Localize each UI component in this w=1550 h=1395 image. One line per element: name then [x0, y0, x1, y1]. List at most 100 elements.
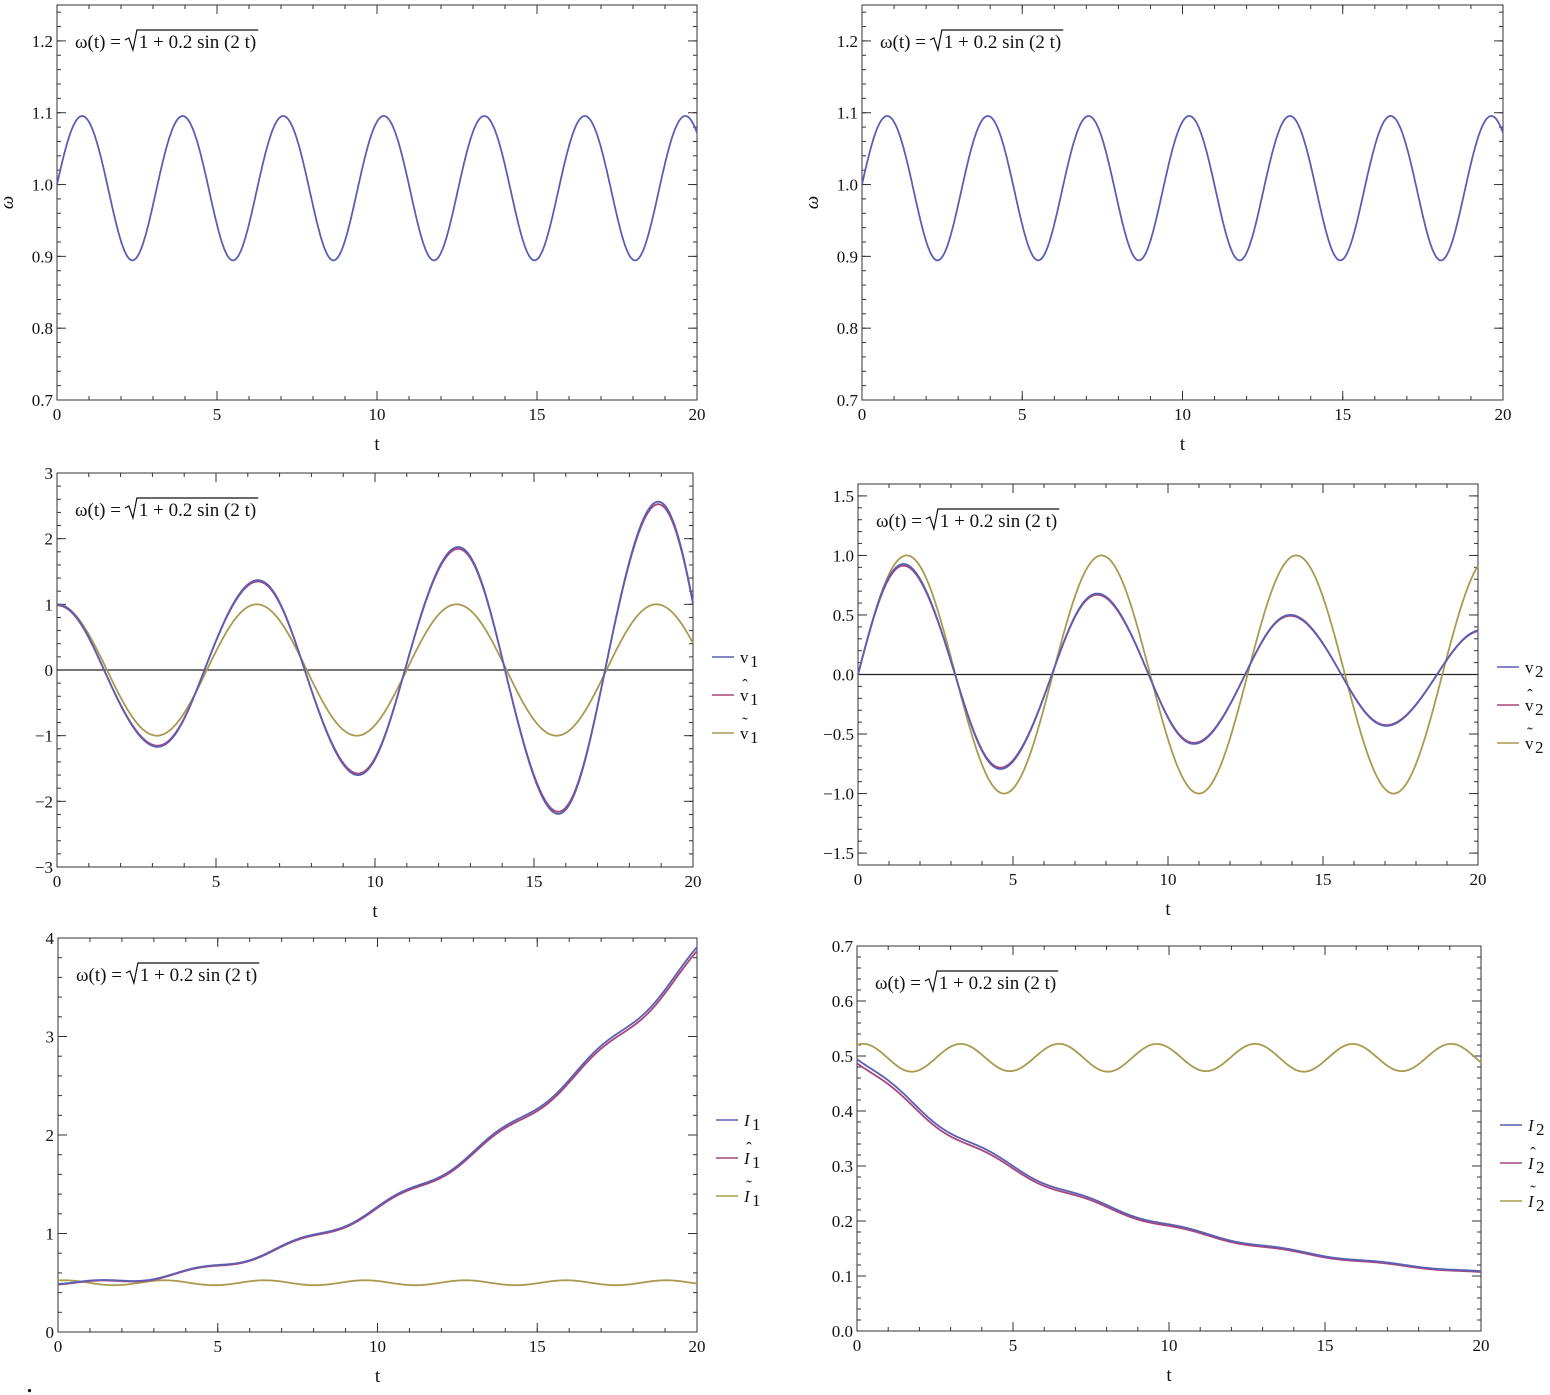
formula-lhs: ω(t) = [76, 965, 122, 986]
x-axis-label: t [372, 901, 378, 922]
x-tick-label: 10 [1160, 870, 1177, 889]
legend-accent: ˆ [746, 1139, 752, 1158]
legend-accent: ˜ [742, 714, 748, 733]
series-line-red [57, 950, 698, 1286]
formula-radicand: 1 + 0.2 sin (2 t) [944, 32, 1061, 53]
legend-label: I [743, 1149, 751, 1168]
y-tick-label: 0.4 [832, 1102, 854, 1121]
y-tick-label: 0 [45, 661, 54, 680]
y-tick-label: 1.1 [837, 104, 858, 123]
legend-accent: ˜ [746, 1177, 752, 1196]
x-tick-label: 20 [689, 1337, 706, 1356]
y-tick-label: −1.5 [823, 844, 854, 863]
legend-label: I [743, 1187, 751, 1206]
x-tick-label: 5 [1018, 405, 1027, 424]
legend-label: v [1525, 658, 1534, 677]
y-tick-label: 3 [45, 464, 54, 483]
series-line-gold [56, 603, 694, 737]
formula-lhs: ω(t) = [75, 32, 121, 53]
legend-subscript: 2 [1535, 662, 1544, 681]
series-line-gold [856, 1042, 1482, 1073]
x-tick-label: 0 [54, 1337, 63, 1356]
x-tick-label: 5 [1009, 870, 1018, 889]
y-tick-label: 0.3 [832, 1157, 853, 1176]
formula-radicand: 1 + 0.2 sin (2 t) [940, 511, 1057, 532]
series-line-blue [57, 946, 698, 1285]
y-tick-label: −0.5 [823, 725, 854, 744]
y-tick-label: 2 [46, 1126, 55, 1145]
legend-label: I [1527, 1154, 1535, 1173]
x-tick-label: 5 [214, 1337, 223, 1356]
y-tick-label: −2 [35, 792, 53, 811]
y-tick-label: 0.0 [832, 1322, 853, 1341]
series-line-gold [57, 1279, 698, 1287]
x-tick-label: 10 [367, 872, 384, 891]
y-tick-label: 1.5 [833, 487, 854, 506]
series-line-blue [56, 500, 694, 815]
x-tick-label: 0 [853, 1336, 862, 1355]
series-line-blue [56, 115, 698, 262]
y-tick-label: 1.1 [32, 104, 53, 123]
x-axis-label: t [375, 1366, 381, 1387]
x-tick-label: 5 [212, 872, 221, 891]
x-axis-label: t [1180, 434, 1186, 455]
x-tick-label: 5 [1009, 1336, 1018, 1355]
y-tick-label: 0.2 [832, 1212, 853, 1231]
x-tick-label: 0 [858, 405, 867, 424]
series-line-red [56, 503, 694, 813]
legend-label: v [740, 686, 749, 705]
y-tick-label: 0.7 [832, 937, 854, 956]
sqrt-sign [924, 970, 1059, 994]
legend-subscript: 2 [1535, 738, 1544, 757]
legend-label: I [1527, 1116, 1535, 1135]
y-axis-label: ω [802, 196, 823, 209]
formula-lhs: ω(t) = [75, 500, 121, 521]
y-tick-label: 0.5 [833, 606, 854, 625]
y-tick-label: 0.9 [32, 247, 53, 266]
formula-lhs: ω(t) = [876, 511, 922, 532]
legend-label: v [740, 648, 749, 667]
x-tick-label: 15 [1315, 870, 1332, 889]
legend-subscript: 1 [750, 728, 759, 747]
y-tick-label: 4 [46, 929, 55, 948]
formula-annotation: ω(t) = 1 + 0.2 sin (2 t) [75, 497, 259, 521]
y-tick-label: 1 [46, 1225, 55, 1244]
legend: v 1v 1ˆv 1˜ [712, 648, 759, 747]
x-tick-label: 0 [53, 872, 62, 891]
legend-subscript: 1 [752, 1115, 761, 1134]
y-tick-label: 0.9 [837, 247, 858, 266]
sqrt-sign [124, 497, 259, 521]
sqrt-sign [929, 29, 1064, 53]
panel-omega-right: 0 5 10 15 20 0.7 0.8 0.9 1.0 1.1 1.2 t ω ω(t) = 1 + 0… [802, 4, 1512, 455]
x-tick-label: 10 [369, 1337, 386, 1356]
x-tick-label: 20 [1470, 870, 1487, 889]
y-tick-label: 3 [46, 1028, 55, 1047]
legend-subscript: 1 [752, 1153, 761, 1172]
y-tick-label: 0.1 [832, 1267, 853, 1286]
legend-accent: ˆ [1530, 1144, 1536, 1163]
series-line-blue [857, 563, 1479, 770]
legend-subscript: 1 [750, 690, 759, 709]
formula-radicand: 1 + 0.2 sin (2 t) [140, 965, 257, 986]
y-tick-label: 0.5 [832, 1047, 853, 1066]
y-tick-label: 0.8 [837, 319, 858, 338]
x-tick-label: 10 [1161, 1336, 1178, 1355]
x-tick-label: 15 [526, 872, 543, 891]
formula-radicand: 1 + 0.2 sin (2 t) [939, 973, 1056, 994]
x-axis-label: t [374, 434, 380, 455]
legend-subscript: 1 [752, 1191, 761, 1210]
x-axis-label: t [1166, 1365, 1172, 1386]
sqrt-sign [925, 508, 1060, 532]
formula-radicand: 1 + 0.2 sin (2 t) [139, 32, 256, 53]
legend-accent: ˜ [1530, 1182, 1536, 1201]
y-tick-label: 0.7 [837, 391, 859, 410]
x-axis-label: t [1165, 899, 1171, 920]
legend: v 2v 2ˆv 2˜ [1497, 658, 1544, 757]
panel-I2: 0 5 10 15 20 0.0 0.1 0.2 0.3 0.4 0.5 0.6 0.7 t ω(t) = … [832, 937, 1545, 1386]
legend: I 2I 2ˆI 2˜ [1500, 1116, 1545, 1215]
legend-subscript: 2 [1535, 700, 1544, 719]
legend-accent: ˜ [1527, 724, 1533, 743]
x-tick-label: 20 [1473, 1336, 1490, 1355]
